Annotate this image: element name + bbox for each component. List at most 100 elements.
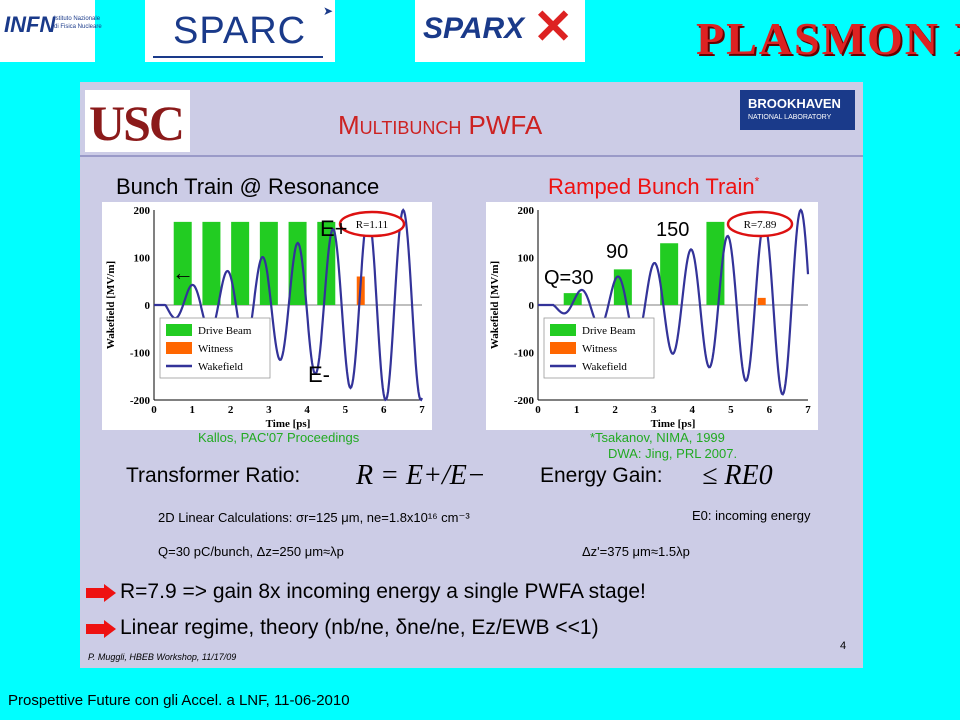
- bullet-1: R=7.9 => gain 8x incoming energy a singl…: [120, 580, 646, 603]
- y-axis-label: Wakefield [MV/m]: [489, 261, 501, 349]
- x-tick-label: 5: [343, 404, 349, 416]
- x-tick-label: 1: [190, 404, 196, 416]
- witness-bar: [757, 297, 766, 305]
- bullet-1-arrow-icon: [86, 584, 116, 602]
- plasmonx-logo-text: PLASMON X: [696, 13, 960, 64]
- sparc-logo-underline: [153, 56, 323, 58]
- y-tick-label: 100: [134, 253, 151, 265]
- left-heading: Bunch Train @ Resonance: [116, 174, 380, 199]
- slide-page-number: 4: [840, 640, 847, 652]
- header-divider: [80, 155, 863, 157]
- infn-logo: INFN Istituto Nazionale di Fisica Nuclea…: [0, 0, 102, 62]
- energy-label: Energy Gain:: [540, 464, 663, 487]
- right-caption-1: *Tsakanov, NIMA, 1999: [590, 430, 725, 445]
- right-heading-mark: *: [754, 174, 760, 189]
- right-chart-svg: 0 1 2 3 4 5 6 7 200 100 0 -100 -200 Time [ps] Wakefiel…: [489, 205, 811, 430]
- y-tick-label: 0: [145, 300, 151, 312]
- drive-beam-bar: [202, 221, 221, 305]
- right-heading-text: Ramped Bunch Train: [548, 174, 755, 199]
- x-tick-label: 7: [805, 404, 811, 416]
- q-line: Q=30 pC/bunch, Δz=250 μm≈λp: [158, 544, 344, 559]
- slide-title: Multibunch PWFA: [338, 110, 543, 140]
- drive-beam-bar: [173, 221, 192, 305]
- ratio-label: R=1.11: [356, 219, 388, 231]
- legend-wakefield-label: Wakefield: [198, 361, 243, 373]
- x-tick-label: 3: [266, 404, 272, 416]
- x-axis-label: Time [ps]: [651, 418, 696, 430]
- transformer-formula: R = E+/E−: [356, 460, 486, 491]
- usc-logo: USC: [85, 90, 190, 152]
- x-tick-label: 2: [612, 404, 618, 416]
- drive-beam-bar: [259, 221, 278, 305]
- usc-logo-text: USC: [89, 95, 185, 151]
- energy-formula: ≤ RE0: [702, 460, 773, 491]
- sparc-logo-arrow: ➤: [323, 4, 334, 18]
- transformer-label: Transformer Ratio:: [126, 464, 301, 487]
- x-tick-label: 4: [690, 404, 696, 416]
- x-axis-label: Time [ps]: [266, 418, 311, 430]
- bunch-label: Q=30: [544, 267, 593, 289]
- x-tick-label: 6: [381, 404, 387, 416]
- y-tick-label: 200: [134, 205, 151, 217]
- left-chart: 0 1 2 3 4 5 6 7 200 100 0 -100 -200 Time [ps] Wakefiel…: [102, 202, 432, 430]
- y-tick-label: -100: [514, 348, 535, 360]
- left-chart-svg: 0 1 2 3 4 5 6 7 200 100 0 -100 -200 Time [ps] Wakefiel…: [105, 205, 425, 430]
- slide: USC Multibunch PWFA BROOKHAVEN NATIONAL …: [80, 82, 863, 668]
- infn-logo-sub1: Istituto Nazionale: [54, 16, 101, 22]
- y-tick-label: -200: [514, 395, 535, 407]
- x-tick-label: 7: [419, 404, 425, 416]
- e-minus-label: E-: [308, 362, 330, 387]
- legend-drive-swatch: [166, 324, 192, 336]
- calc-line: 2D Linear Calculations: σr=125 μm, ne=1.…: [158, 510, 470, 525]
- x-tick-label: 6: [767, 404, 773, 416]
- drive-beam-bar: [660, 243, 679, 305]
- x-tick-label: 1: [574, 404, 580, 416]
- footer-text: Prospettive Future con gli Accel. a LNF,…: [8, 692, 350, 709]
- sparc-logo: SPARC ➤: [145, 0, 335, 62]
- incoming-energy: E0: incoming energy: [692, 508, 811, 523]
- sparx-logo-x-mark: ✕: [533, 1, 574, 54]
- y-axis-label: Wakefield [MV/m]: [105, 261, 117, 349]
- brookhaven-logo: BROOKHAVEN NATIONAL LABORATORY: [740, 90, 855, 130]
- x-tick-label: 0: [151, 404, 157, 416]
- ratio-ellipse: [726, 210, 794, 238]
- left-caption: Kallos, PAC'07 Proceedings: [198, 430, 360, 445]
- y-tick-label: 0: [529, 300, 535, 312]
- x-tick-label: 2: [228, 404, 234, 416]
- brookhaven-logo-text: BROOKHAVEN: [748, 96, 841, 111]
- right-caption-2: DWA: Jing, PRL 2007.: [608, 446, 738, 461]
- y-tick-label: 100: [518, 253, 535, 265]
- legend-witness-label: Witness: [198, 343, 233, 355]
- wakefield-line: [154, 208, 423, 402]
- left-arrow-icon: ←: [172, 260, 194, 285]
- y-tick-label: -100: [130, 348, 151, 360]
- x-tick-label: 5: [728, 404, 734, 416]
- bunch-label: 150: [656, 219, 689, 241]
- legend-drive-label: Drive Beam: [198, 325, 252, 337]
- legend-drive-swatch: [550, 324, 576, 336]
- e-plus-label: E+: [320, 216, 348, 241]
- ratio-label: R=7.89: [744, 219, 777, 231]
- infn-logo-sub2: di Fisica Nucleare: [54, 24, 102, 30]
- legend-witness-label: Witness: [582, 343, 617, 355]
- x-tick-label: 4: [304, 404, 310, 416]
- brookhaven-logo-sub: NATIONAL LABORATORY: [748, 114, 832, 121]
- slide-footer-author: P. Muggli, HBEB Workshop, 11/17/09: [88, 652, 237, 662]
- y-tick-label: 200: [518, 205, 535, 217]
- bullet-2-arrow-icon: [86, 620, 116, 638]
- drive-beam-bar: [231, 221, 250, 305]
- ratio-ellipse: [338, 210, 406, 238]
- bunch-label: 90: [606, 241, 628, 263]
- infn-logo-text: INFN: [4, 12, 56, 37]
- y-tick-label: -200: [130, 395, 151, 407]
- right-heading: Ramped Bunch Train*: [548, 174, 759, 200]
- legend-wakefield-label: Wakefield: [582, 361, 627, 373]
- legend-drive-label: Drive Beam: [582, 325, 636, 337]
- bullet-2: Linear regime, theory (nb/ne, δne/ne, Ez…: [120, 616, 599, 639]
- drive-beam-bar: [288, 221, 307, 305]
- plasmonx-logo: PLASMON X: [686, 8, 960, 70]
- sparx-logo-text: SPARX: [423, 12, 525, 45]
- drive-beam-bar: [563, 293, 582, 305]
- x-tick-label: 3: [651, 404, 657, 416]
- sparc-logo-text: SPARC: [173, 10, 307, 52]
